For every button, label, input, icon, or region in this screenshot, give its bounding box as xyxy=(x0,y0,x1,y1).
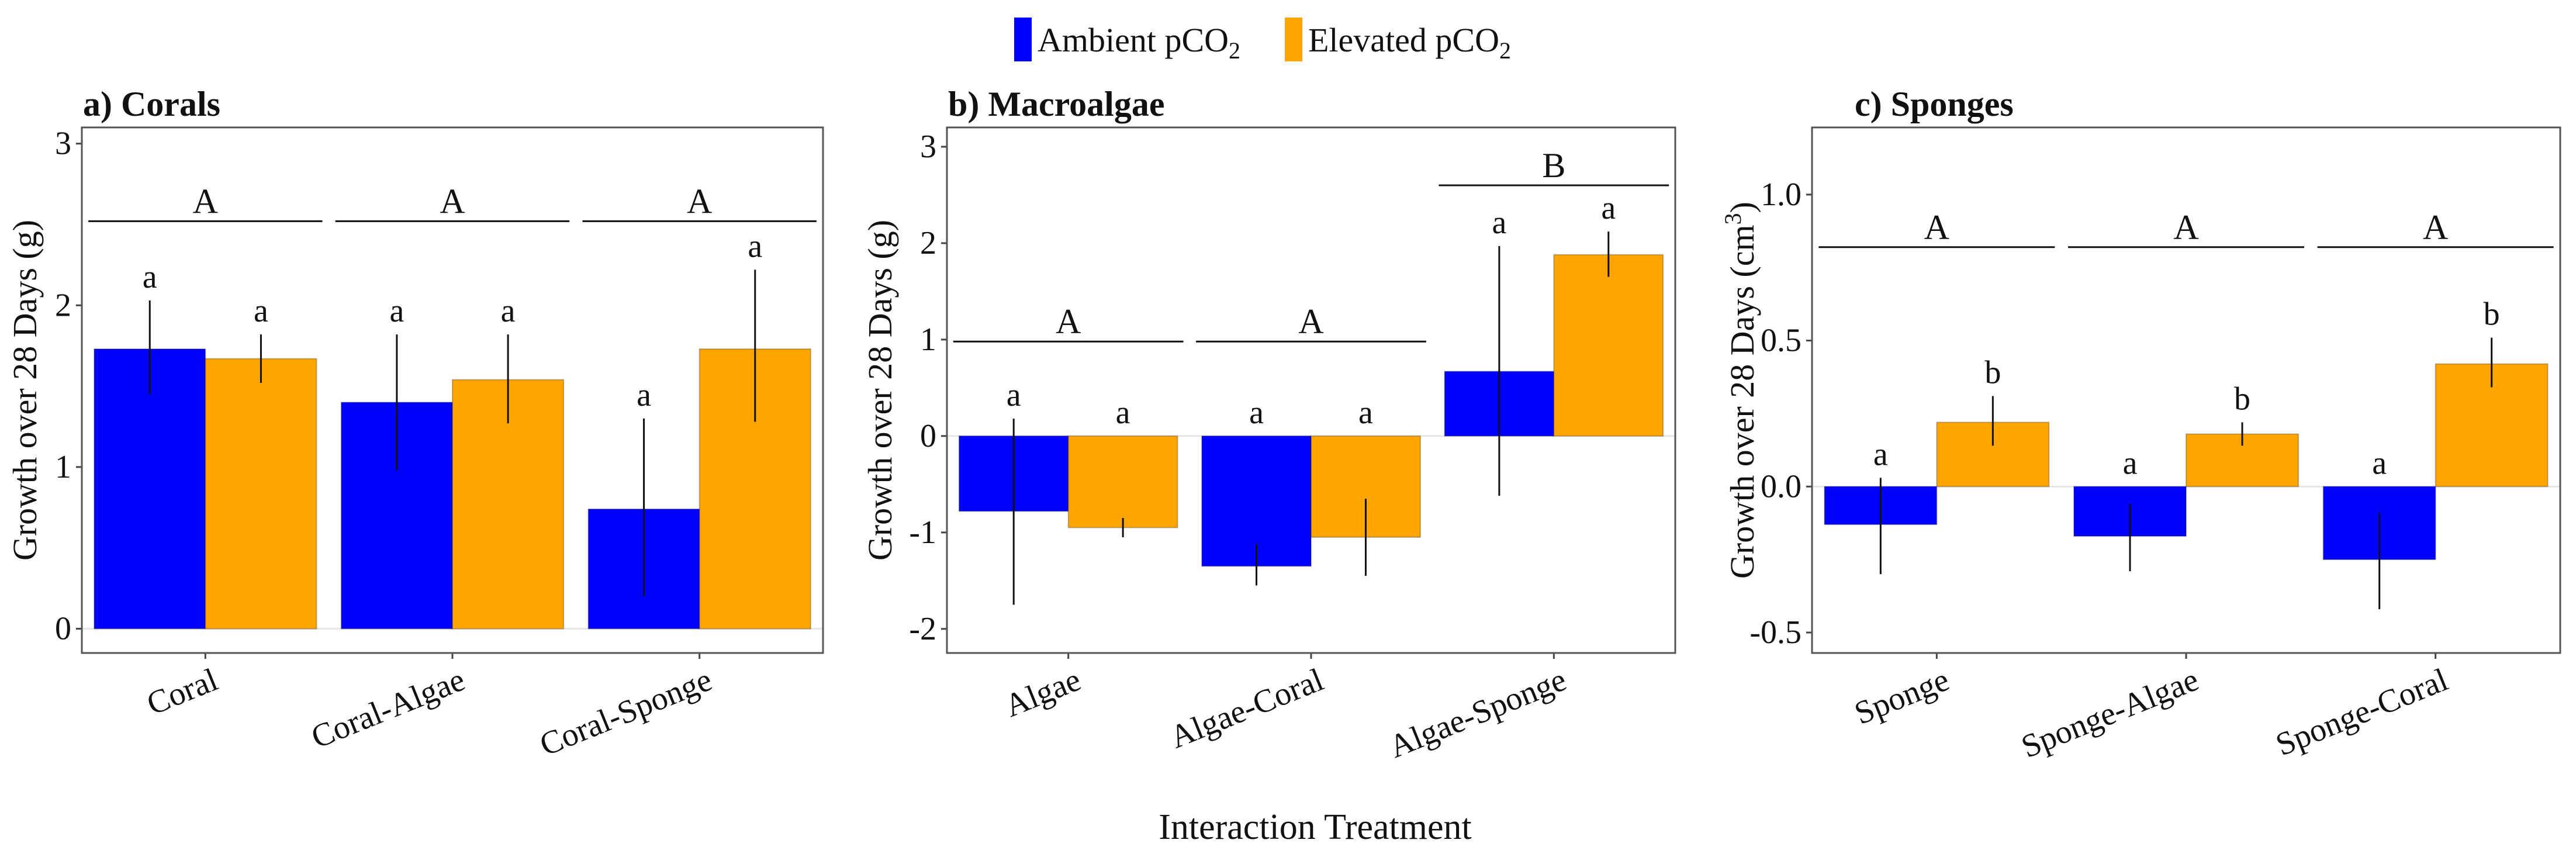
group-letter: A xyxy=(440,182,465,220)
y-tick-label: 2 xyxy=(920,225,936,261)
x-tick-label: Sponge-Coral xyxy=(2271,662,2453,763)
panel-title: b) Macroalgae xyxy=(948,85,1164,123)
significance-letter: b xyxy=(2234,381,2250,417)
y-tick-label: -2 xyxy=(909,611,936,647)
y-axis-title-suffix: ) xyxy=(1723,202,1761,213)
group-letter: B xyxy=(1542,146,1565,185)
panel-title: a) Corals xyxy=(83,85,220,123)
y-tick-label: 0.5 xyxy=(1761,323,1802,359)
y-tick-label: 1 xyxy=(55,449,71,485)
group-letter: A xyxy=(1298,302,1323,341)
y-tick-label: 0.0 xyxy=(1761,468,1802,504)
panel-border xyxy=(1811,126,2561,654)
significance-letter: a xyxy=(1358,395,1373,431)
y-tick-label: -1 xyxy=(909,514,936,551)
legend: Ambient pCO2 Elevated pCO2 xyxy=(1014,18,1511,64)
bar xyxy=(1936,421,2050,488)
y-axis-title-text: Growth over 28 Days (g) xyxy=(6,220,44,561)
x-tick-label: Algae-Sponge xyxy=(1384,662,1571,765)
group-letter: A xyxy=(2423,208,2448,247)
significance-letter: a xyxy=(501,293,516,329)
panel-macroalgae: b) Macroalgae Growth over 28 Days (g) -2 -1… xyxy=(861,85,1676,765)
y-tick-label: 3 xyxy=(55,126,71,162)
y-tick-label: -0.5 xyxy=(1749,614,1802,651)
significance-letter: a xyxy=(1007,377,1021,413)
significance-letter: a xyxy=(637,377,651,413)
significance-letter: a xyxy=(254,293,268,329)
group-letter: A xyxy=(1924,208,1949,247)
x-tick-label: Coral-Sponge xyxy=(535,662,717,763)
y-axis-title-superscript: 3 xyxy=(1720,213,1746,224)
significance-letter: a xyxy=(1249,395,1264,431)
y-tick-label: 1 xyxy=(920,322,936,358)
group-letter: A xyxy=(2173,208,2198,247)
y-tick-label: 0 xyxy=(920,418,936,454)
x-tick-label: Sponge-Algae xyxy=(2017,662,2204,765)
x-tick-label: Coral xyxy=(142,662,223,723)
significance-letter: b xyxy=(1984,354,2001,391)
panel-title: c) Sponges xyxy=(1855,85,2014,123)
legend-swatch-ambient xyxy=(1014,18,1032,61)
significance-letter: a xyxy=(748,228,762,264)
group-letter: A xyxy=(687,182,712,220)
x-tick-label: Sponge xyxy=(1849,662,1954,732)
significance-letter: a xyxy=(1873,436,1888,472)
significance-letter: a xyxy=(143,259,157,295)
y-axis-title: Growth over 28 Days (g) xyxy=(861,220,899,561)
y-axis-title: Growth over 28 Days (g) xyxy=(6,220,44,561)
significance-letter: a xyxy=(2123,445,2138,481)
legend-label-ambient: Ambient pCO2 xyxy=(1038,21,1240,64)
significance-letter: b xyxy=(2484,296,2500,333)
x-tick-label: Algae xyxy=(1000,662,1085,725)
legend-swatch-elevated xyxy=(1285,18,1302,61)
legend-label-elevated: Elevated pCO2 xyxy=(1308,21,1511,64)
panel-corals: a) Corals Growth over 28 Days (g) 0 1 2 3 a a a a… xyxy=(6,85,824,763)
panel-border xyxy=(946,126,1676,654)
significance-letter: a xyxy=(1116,395,1130,431)
x-tick-label: Algae-Coral xyxy=(1165,662,1329,756)
group-letter: A xyxy=(193,182,218,220)
y-tick-label: 1.0 xyxy=(1761,177,1802,213)
group-letter: A xyxy=(1056,302,1081,341)
bar xyxy=(1553,254,1664,437)
bar xyxy=(205,358,317,630)
significance-letter: a xyxy=(1492,205,1506,241)
y-axis-title-text: Growth over 28 Days (g) xyxy=(861,220,899,561)
y-axis-title-text: Growth over 28 Days (cm xyxy=(1723,224,1761,579)
significance-letter: a xyxy=(2372,445,2387,481)
bar xyxy=(94,348,206,630)
x-axis-title: Interaction Treatment xyxy=(1159,807,1471,847)
panel-sponges: c) Sponges Growth over 28 Days (cm3) -0.5 0… xyxy=(1720,85,2561,765)
significance-letter: a xyxy=(1601,190,1616,226)
y-tick-label: 2 xyxy=(55,287,71,323)
bar xyxy=(1067,435,1178,528)
panel-border xyxy=(81,126,824,654)
y-tick-label: 3 xyxy=(920,129,936,165)
y-axis-title: Growth over 28 Days (cm3) xyxy=(1720,202,1761,579)
y-tick-label: 0 xyxy=(55,611,71,647)
x-tick-label: Coral-Algae xyxy=(306,662,470,756)
significance-letter: a xyxy=(389,293,404,329)
